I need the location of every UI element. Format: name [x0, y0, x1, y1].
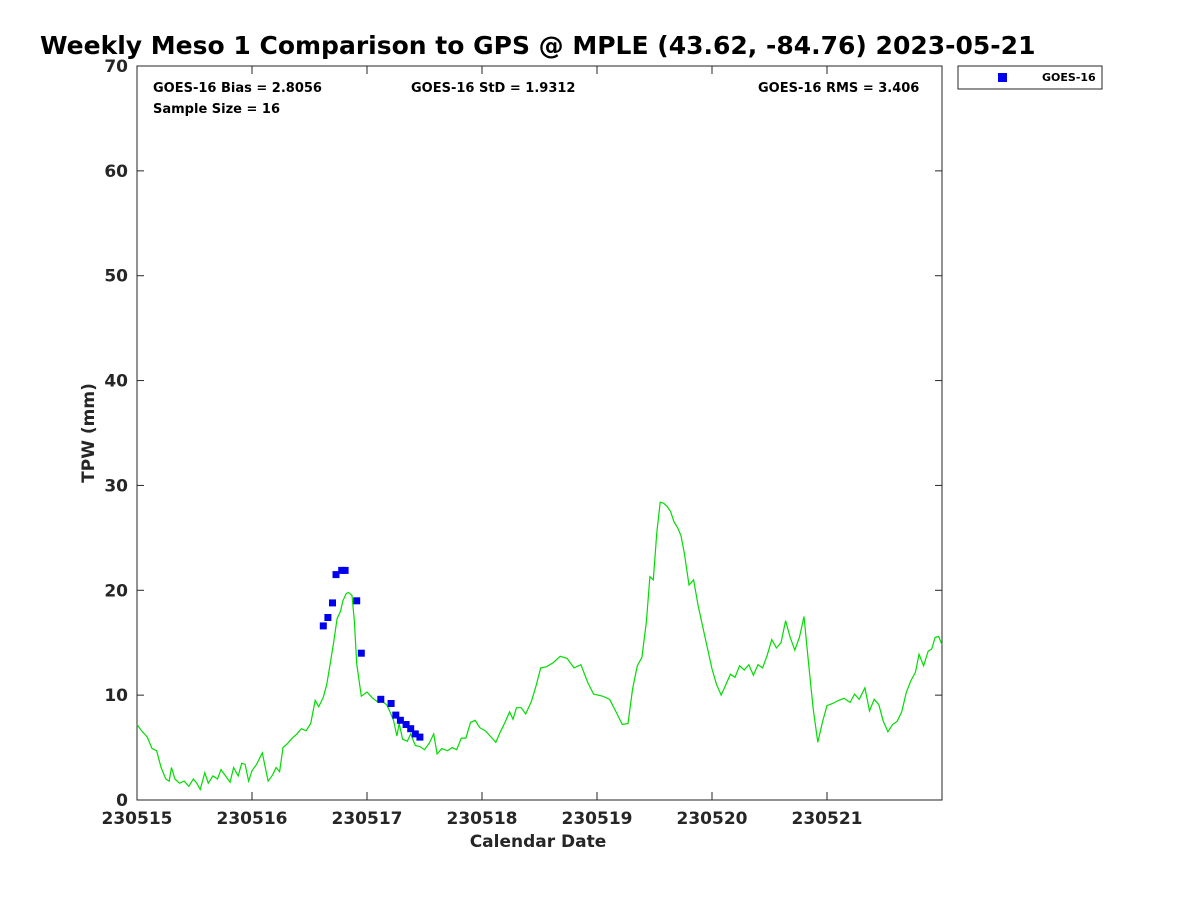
legend-box	[957, 65, 1103, 90]
bias-stat: GOES-16 Bias = 2.8056	[153, 81, 322, 96]
goes16-point	[329, 599, 336, 607]
goes16-point	[396, 716, 404, 724]
series-layer	[136, 501, 943, 792]
rms-stat: GOES-16 RMS = 3.406	[758, 81, 919, 96]
x-axis: 230515 230516 230517 230518 230519 230520 2305…	[102, 66, 863, 829]
goes16-point	[402, 721, 410, 728]
legend-goes16-marker	[998, 73, 1007, 82]
x-axis-label: Calendar Date	[470, 832, 607, 852]
y-tick-label: 40	[104, 372, 128, 392]
goes16-point	[319, 622, 327, 630]
goes16-point	[411, 730, 419, 738]
x-tick-label: 230521	[792, 809, 863, 829]
chart-title: Weekly Meso 1 Comparison to GPS @ MPLE (…	[40, 31, 1035, 60]
goes16-point	[332, 571, 340, 579]
plot-area	[136, 65, 943, 801]
y-tick-label: 0	[116, 791, 128, 811]
goes16-point	[377, 695, 385, 703]
legend: GOES-16	[957, 65, 1103, 90]
goes16-point	[387, 700, 395, 707]
y-tick-label: 30	[104, 476, 128, 496]
goes16-point	[324, 614, 332, 621]
std-stat: GOES-16 StD = 1.9312	[411, 81, 575, 96]
x-tick-label: 230515	[102, 809, 173, 829]
y-tick-label: 10	[104, 686, 128, 706]
y-tick-label: 70	[104, 57, 128, 77]
goes16-point	[407, 725, 415, 733]
x-tick-label: 230518	[447, 809, 518, 829]
y-tick-label: 20	[104, 581, 128, 601]
y-tick-label: 50	[104, 267, 128, 287]
y-axis-label: TPW (mm)	[79, 383, 99, 483]
goes16-point	[357, 649, 365, 657]
x-tick-label: 230519	[562, 809, 633, 829]
sample-size-stat: Sample Size = 16	[153, 102, 280, 117]
x-tick-label: 230516	[217, 809, 288, 829]
goes16-point	[353, 597, 361, 605]
goes16-point	[341, 566, 349, 574]
gps-series-line	[136, 501, 943, 792]
goes16-point	[416, 733, 424, 741]
y-tick-label: 60	[104, 162, 128, 182]
goes16-point	[392, 711, 400, 719]
x-tick-label: 230520	[677, 809, 748, 829]
x-tick-label: 230517	[332, 809, 403, 829]
legend-goes16-label: GOES-16	[1042, 71, 1096, 84]
y-axis: 0 10 20 30 40 50 60 70	[104, 57, 942, 811]
